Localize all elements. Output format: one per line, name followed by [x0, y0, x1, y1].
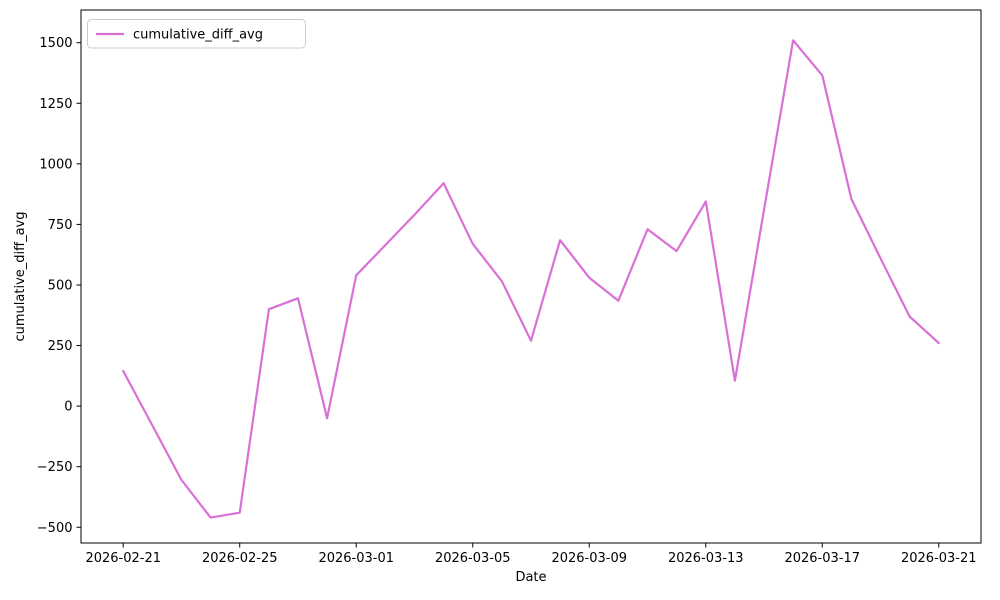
x-axis-label: Date: [515, 570, 546, 585]
x-tick-label: 2026-03-01: [318, 551, 394, 566]
y-tick-label: 750: [48, 218, 73, 233]
plot-area: [80, 9, 982, 544]
y-axis-label: cumulative_diff_avg: [13, 212, 28, 342]
x-tick-label: 2026-03-13: [668, 551, 744, 566]
y-tick-label: 1500: [39, 36, 72, 51]
x-tick-label: 2026-02-21: [85, 551, 161, 566]
x-tick-label: 2026-03-21: [901, 551, 977, 566]
y-tick-label: 250: [48, 339, 73, 354]
y-tick-label: −250: [37, 460, 73, 475]
legend: cumulative_diff_avg: [87, 19, 306, 49]
x-tick-label: 2026-03-09: [551, 551, 627, 566]
y-tick-label: 1000: [39, 157, 72, 172]
x-tick-label: 2026-03-17: [784, 551, 860, 566]
legend-entry-label: cumulative_diff_avg: [133, 28, 263, 43]
x-tick-label: 2026-03-05: [435, 551, 511, 566]
y-tick-label: 1250: [39, 97, 72, 112]
x-tick-label: 2026-02-25: [202, 551, 278, 566]
data-line-cumulative_diff_avg: [122, 39, 940, 519]
legend-box: [87, 19, 306, 49]
y-tick-label: 0: [64, 400, 72, 415]
y-tick-label: −500: [37, 521, 73, 536]
axes-and-series: −500 −250 0 250 500 750 1000 1250 1500 2026-02-21…: [37, 36, 977, 566]
y-tick-label: 500: [48, 278, 73, 293]
